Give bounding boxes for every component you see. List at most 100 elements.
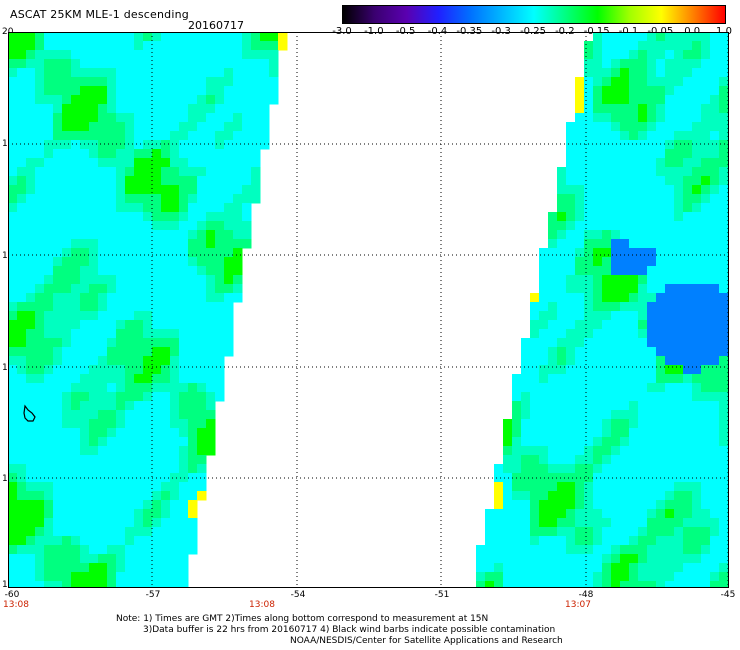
wind-cell — [8, 374, 18, 384]
wind-cell — [611, 356, 621, 366]
wind-cell — [638, 428, 648, 438]
wind-cell — [647, 284, 657, 294]
wind-cell — [44, 167, 54, 177]
wind-cell — [8, 563, 18, 573]
wind-cell — [620, 95, 630, 105]
wind-cell — [179, 320, 189, 330]
wind-cell — [557, 194, 567, 204]
wind-cell — [71, 320, 81, 330]
time-label-east: 13:07 — [565, 600, 591, 610]
wind-cell — [188, 257, 198, 267]
wind-cell — [647, 563, 657, 573]
wind-cell — [89, 50, 99, 60]
wind-cell — [683, 500, 693, 510]
wind-cell — [620, 167, 630, 177]
wind-cell — [566, 149, 576, 159]
wind-cell — [53, 284, 63, 294]
wind-cell — [557, 482, 567, 492]
wind-cell — [8, 482, 18, 492]
wind-cell — [602, 59, 612, 69]
wind-cell — [215, 194, 225, 204]
wind-cell — [35, 194, 45, 204]
wind-cell — [638, 545, 648, 555]
wind-cell — [584, 41, 594, 51]
wind-cell — [701, 284, 711, 294]
wind-cell — [638, 491, 648, 501]
wind-cell — [692, 356, 702, 366]
wind-cell — [692, 509, 702, 519]
wind-cell — [539, 392, 549, 402]
wind-cell — [593, 527, 603, 537]
wind-cell — [692, 491, 702, 501]
wind-cell — [575, 275, 585, 285]
wind-cell — [44, 50, 54, 60]
wind-cell — [170, 32, 180, 42]
wind-cell — [152, 554, 162, 564]
wind-cell — [224, 284, 234, 294]
wind-cell — [26, 563, 36, 573]
wind-cell — [539, 464, 549, 474]
wind-cell — [692, 230, 702, 240]
wind-cell — [575, 266, 585, 276]
wind-cell — [179, 293, 189, 303]
wind-cell — [152, 140, 162, 150]
wind-cell — [674, 113, 684, 123]
wind-cell — [98, 581, 108, 591]
wind-cell — [107, 356, 117, 366]
wind-cell — [35, 257, 45, 267]
wind-cell — [242, 113, 252, 123]
wind-cell — [215, 185, 225, 195]
wind-cell — [593, 32, 603, 42]
wind-cell — [35, 50, 45, 60]
wind-cell — [89, 41, 99, 51]
wind-cell — [575, 167, 585, 177]
wind-cell — [71, 284, 81, 294]
wind-cell — [161, 212, 171, 222]
wind-cell — [161, 518, 171, 528]
wind-cell — [251, 176, 261, 186]
wind-cell — [125, 68, 135, 78]
wind-cell — [62, 68, 72, 78]
wind-cell — [8, 545, 18, 555]
wind-cell — [143, 185, 153, 195]
wind-cell — [116, 77, 126, 87]
wind-cell — [35, 122, 45, 132]
wind-cell — [692, 545, 702, 555]
wind-cell — [17, 374, 27, 384]
wind-cell — [62, 140, 72, 150]
wind-cell — [521, 392, 531, 402]
wind-cell — [224, 131, 234, 141]
wind-cell — [638, 113, 648, 123]
wind-cell — [665, 347, 675, 357]
wind-cell — [44, 266, 54, 276]
wind-cell — [80, 203, 90, 213]
wind-cell — [683, 32, 693, 42]
wind-cell — [638, 293, 648, 303]
wind-cell — [107, 518, 117, 528]
wind-cell — [107, 347, 117, 357]
wind-cell — [638, 203, 648, 213]
wind-cell — [683, 284, 693, 294]
wind-cell — [116, 446, 126, 456]
wind-cell — [215, 329, 225, 339]
wind-cell — [602, 86, 612, 96]
wind-cell — [602, 545, 612, 555]
wind-cell — [620, 545, 630, 555]
wind-cell — [629, 302, 639, 312]
wind-cell — [692, 185, 702, 195]
wind-cell — [107, 482, 117, 492]
wind-cell — [44, 194, 54, 204]
wind-cell — [539, 437, 549, 447]
wind-cell — [134, 293, 144, 303]
wind-cell — [215, 311, 225, 321]
wind-cell — [116, 338, 126, 348]
wind-cell — [80, 365, 90, 375]
wind-cell — [584, 131, 594, 141]
wind-cell — [611, 284, 621, 294]
wind-cell — [602, 140, 612, 150]
wind-cell — [539, 356, 549, 366]
wind-cell — [134, 518, 144, 528]
wind-cell — [62, 122, 72, 132]
wind-cell — [647, 338, 657, 348]
wind-cell — [638, 32, 648, 42]
